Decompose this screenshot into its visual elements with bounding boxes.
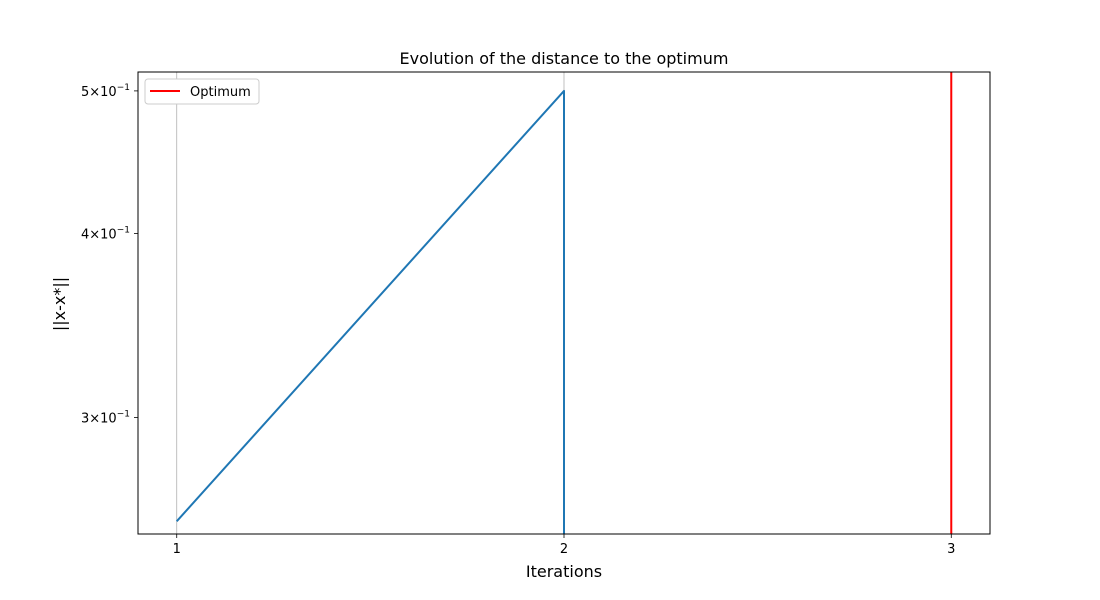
y-tick-label: 4×10−1 [81,226,130,243]
chart-title: Evolution of the distance to the optimum [400,49,729,68]
x-axis: 1 2 3 [173,534,955,557]
x-tick-label: 1 [173,542,181,557]
x-axis-label: Iterations [526,562,602,581]
legend-box [144,78,260,105]
plot-area [175,72,953,534]
legend: Optimum [144,78,260,105]
x-tick-label: 2 [560,542,568,557]
legend-label: Optimum [190,85,251,100]
y-axis-label: ||x-x*|| [50,277,69,331]
y-tick-label: 3×10−1 [81,409,130,426]
y-tick-label: 5×10−1 [81,83,130,100]
series-line [175,89,565,534]
x-tick-label: 3 [947,542,955,557]
y-axis: 5×10−1 4×10−1 3×10−1 [81,83,138,426]
